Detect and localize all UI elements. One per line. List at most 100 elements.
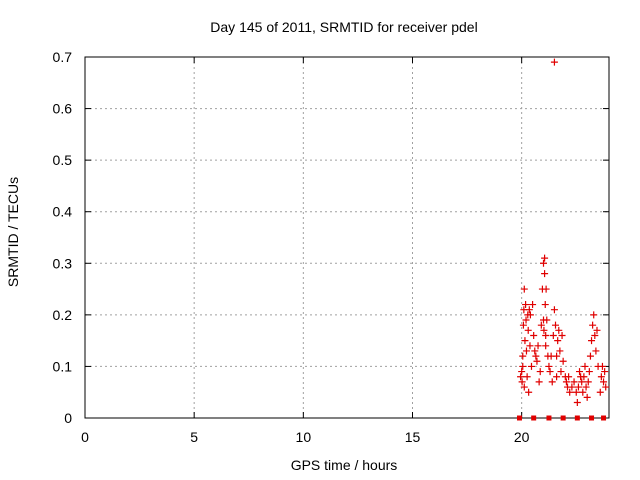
x-tick-label: 10: [296, 429, 312, 445]
data-point: [543, 316, 551, 324]
y-tick-label: 0: [64, 410, 72, 426]
data-point: [596, 388, 604, 396]
data-point: [585, 368, 593, 376]
data-point: [526, 311, 534, 319]
data-point: [566, 388, 574, 396]
data-point: [545, 362, 553, 370]
data-point: [562, 378, 570, 386]
data-point: [525, 388, 533, 396]
data-point: [524, 326, 532, 334]
data-point: [565, 373, 573, 381]
data-point: [525, 306, 533, 314]
zero-marker: [601, 415, 607, 421]
data-point: [529, 301, 537, 309]
x-tick-label: 20: [514, 429, 530, 445]
data-point: [573, 399, 581, 407]
data-point: [590, 311, 598, 319]
data-point: [518, 378, 526, 386]
data-point: [542, 331, 550, 339]
zero-marker: [574, 415, 580, 421]
data-point: [540, 259, 547, 267]
zero-marker: [589, 415, 595, 421]
data-point: [600, 378, 608, 386]
data-point: [598, 362, 606, 370]
y-tick-label: 0.6: [53, 101, 73, 117]
data-point: [518, 368, 526, 376]
y-tick-label: 0.1: [53, 358, 73, 374]
y-tick-label: 0.4: [53, 204, 73, 220]
data-point: [568, 383, 576, 391]
data-point: [548, 378, 556, 386]
data-point: [522, 301, 530, 309]
data-point: [592, 347, 600, 355]
data-point: [593, 326, 601, 334]
data-point: [552, 321, 560, 329]
data-point: [537, 321, 545, 329]
data-point: [517, 373, 525, 381]
axis-ticks: 0 5 10 15 20 0 0.1 0.2 0.3 0.4 0.5 0.6 0.7: [53, 49, 609, 445]
zero-marker: [546, 415, 552, 421]
y-tick-label: 0.3: [53, 255, 73, 271]
data-point: [556, 347, 564, 355]
data-point: [526, 342, 534, 350]
data-point: [531, 347, 539, 355]
data-point: [536, 368, 544, 376]
data-point: [532, 352, 540, 360]
data-point: [580, 373, 588, 381]
zero-marker: [531, 415, 537, 421]
data-point: [553, 373, 561, 381]
y-axis-label: SRMTID / TECUs: [5, 177, 21, 287]
data-point: [601, 368, 609, 376]
data-point: [558, 331, 566, 339]
data-point: [527, 362, 535, 370]
data-point: [586, 352, 594, 360]
data-points: [516, 58, 610, 421]
x-tick-label: 5: [190, 429, 198, 445]
data-point: [576, 368, 584, 376]
data-point: [533, 357, 541, 365]
y-tick-label: 0.2: [53, 307, 73, 323]
data-point: [584, 378, 592, 386]
data-point: [520, 383, 528, 391]
data-point: [523, 373, 531, 381]
data-point: [578, 378, 586, 386]
data-point: [522, 316, 530, 324]
data-point: [519, 352, 527, 360]
data-point: [581, 362, 589, 370]
data-point: [521, 337, 529, 345]
data-point: [554, 337, 562, 345]
data-point: [542, 342, 550, 350]
data-point: [582, 383, 590, 391]
data-point: [597, 373, 605, 381]
zero-marker: [516, 415, 522, 421]
data-point: [549, 331, 557, 339]
data-point: [570, 378, 578, 386]
data-point: [555, 326, 563, 334]
data-point: [579, 388, 587, 396]
data-point: [589, 321, 597, 329]
data-point: [530, 331, 538, 339]
data-point: [534, 342, 542, 350]
data-point: [522, 347, 530, 355]
y-tick-label: 0.5: [53, 152, 73, 168]
data-point: [574, 383, 582, 391]
data-point: [540, 326, 548, 334]
data-point: [519, 321, 527, 329]
data-point: [602, 383, 610, 391]
chart-title: Day 145 of 2011, SRMTID for receiver pde…: [210, 19, 477, 35]
data-point: [550, 58, 558, 66]
data-point: [583, 393, 591, 401]
data-point: [572, 388, 580, 396]
x-axis-label: GPS time / hours: [291, 457, 398, 473]
y-tick-label: 0.7: [53, 49, 73, 65]
data-point: [541, 301, 549, 309]
data-point: [559, 357, 567, 365]
x-tick-label: 0: [81, 429, 89, 445]
data-point: [550, 306, 558, 314]
data-point: [588, 337, 596, 345]
zero-marker: [560, 415, 566, 421]
grid-lines: [85, 57, 609, 418]
data-point: [546, 368, 554, 376]
x-tick-label: 15: [405, 429, 421, 445]
